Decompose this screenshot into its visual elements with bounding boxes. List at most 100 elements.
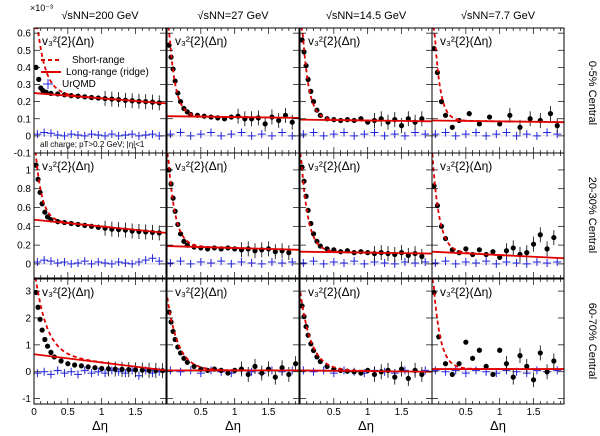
urqmd-marker-20-30-14-5-12 — [421, 258, 430, 267]
urqmd-marker-0-5-200-1 — [40, 128, 49, 137]
y-tick-label-0-5-200-1: 0 — [25, 131, 31, 142]
urqmd-marker-20-30-7-7-0 — [432, 258, 440, 267]
urqmd-marker-0-5-14-5-4 — [340, 128, 348, 137]
data-point-60-70-200-13 — [92, 365, 98, 371]
data-point-60-70-7-7-18 — [551, 358, 557, 364]
urqmd-marker-0-5-7-7-8 — [512, 131, 521, 140]
data-point-20-30-7-7-16 — [530, 241, 537, 247]
data-point-0-5-7-7-15 — [554, 123, 560, 129]
data-point-20-30-7-7-13 — [510, 245, 516, 251]
urqmd-marker-60-70-27-8 — [247, 367, 256, 376]
panel-60-70-7-7: 0.5 1 1.5 v₃²{2}(Δη) — [431, 278, 565, 418]
x-tick-label-60-70-27-1: 0.5 — [194, 407, 208, 418]
urqmd-marker-20-30-200-0 — [34, 258, 42, 267]
short-range-fit-60-70-7-7 — [432, 279, 514, 370]
urqmd-marker-0-5-14-5-3 — [329, 130, 338, 139]
data-point-0-5-7-7-10 — [507, 112, 513, 118]
panel-frame-20-30-7-7 — [431, 152, 565, 279]
urqmd-marker-0-5-200-8 — [87, 130, 96, 139]
panel-0-5-27: v₃²{2}(Δη) — [166, 27, 300, 154]
short-range-fit-0-5-14-5 — [300, 28, 382, 122]
short-range-fit-0-5-27 — [167, 28, 249, 119]
short-range-fit-20-30-200 — [34, 153, 116, 229]
urqmd-marker-60-70-7-7-10 — [532, 366, 541, 375]
y-tick-label-60-70-200-2: 1 — [25, 340, 31, 351]
urqmd-marker-0-5-27-2 — [186, 131, 195, 140]
panel-frame-60-70-200 — [33, 278, 167, 405]
y-tick-label-20-30-200-5: 1 — [25, 165, 31, 176]
legend-urqmd-label: UrQMD — [62, 79, 96, 90]
urqmd-marker-20-30-200-1 — [40, 256, 49, 265]
data-point-0-5-14-5-19 — [398, 123, 405, 129]
urqmd-marker-60-70-7-7-3 — [461, 369, 470, 378]
urqmd-marker-20-30-14-5-10 — [400, 258, 409, 267]
urqmd-marker-20-30-200-11 — [107, 259, 116, 268]
urqmd-marker-20-30-14-5-6 — [360, 259, 369, 268]
data-point-20-30-7-7-12 — [503, 248, 510, 254]
urqmd-marker-0-5-27-1 — [176, 128, 185, 137]
data-point-60-70-27-6 — [181, 355, 187, 361]
panel-label-20-30-27: v₃²{2}(Δη) — [175, 159, 227, 173]
urqmd-marker-20-30-200-7 — [80, 257, 89, 266]
urqmd-marker-0-5-200-4 — [60, 131, 69, 140]
data-point-60-70-200-15 — [105, 366, 112, 372]
urqmd-marker-20-30-200-14 — [128, 259, 137, 268]
column-header-7-7: √sNN=7.7 GeV — [461, 10, 536, 22]
data-point-20-30-27-20 — [272, 249, 278, 255]
urqmd-marker-20-30-27-9 — [257, 259, 266, 268]
data-point-60-70-27-22 — [286, 371, 292, 378]
urqmd-marker-20-30-27-4 — [207, 258, 215, 267]
panel-label-20-30-14-5: v₃²{2}(Δη) — [308, 159, 360, 173]
urqmd-marker-0-5-27-6 — [227, 130, 236, 139]
urqmd-marker-20-30-27-11 — [278, 258, 287, 267]
urqmd-marker-20-30-27-8 — [247, 258, 256, 267]
urqmd-marker-20-30-27-1 — [176, 257, 185, 266]
data-point-60-70-7-7-2 — [442, 361, 449, 367]
urqmd-marker-60-70-14-5-12 — [421, 366, 430, 375]
data-point-0-5-7-7-12 — [527, 116, 533, 122]
urqmd-marker-0-5-200-7 — [80, 131, 89, 140]
panel-label-20-30-7-7: v₃²{2}(Δη) — [440, 159, 492, 173]
panel-20-30-7-7: v₃²{2}(Δη) — [431, 152, 565, 279]
short-range-fit-60-70-14-5 — [300, 292, 382, 373]
column-header-200: √sNN=200 GeV — [61, 10, 139, 22]
row-label-20-30: 20-30% Central — [586, 177, 598, 253]
urqmd-marker-20-30-27-6 — [227, 259, 236, 268]
urqmd-marker-0-5-7-7-4 — [472, 128, 480, 137]
long-range-fit-0-5-14-5 — [300, 118, 432, 123]
urqmd-marker-0-5-14-5-2 — [319, 131, 328, 140]
urqmd-marker-60-70-200-6 — [74, 370, 82, 379]
data-point-20-30-7-7-18 — [544, 246, 550, 252]
data-point-60-70-14-5-20 — [405, 375, 411, 382]
panels: -0.1 0 0.1 0.2 0.3 0.4 0.5 0.6 v₃²{2}(Δη) v₃²{2}(… — [14, 27, 565, 418]
urqmd-marker-0-5-200-6 — [74, 131, 82, 140]
urqmd-marker-0-5-7-7-2 — [451, 131, 460, 140]
data-point-0-5-7-7-8 — [486, 114, 493, 120]
data-point-60-70-27-21 — [279, 365, 285, 371]
urqmd-marker-20-30-27-7 — [237, 258, 246, 267]
short-range-fit-20-30-14-5 — [300, 153, 382, 254]
urqmd-marker-60-70-200-8 — [87, 369, 96, 378]
x-axis-label-2: Δη — [225, 418, 241, 433]
data-point-60-70-27-16 — [245, 371, 251, 378]
urqmd-marker-20-30-200-16 — [141, 256, 150, 265]
urqmd-marker-0-5-27-7 — [237, 128, 246, 137]
urqmd-marker-60-70-200-3 — [53, 366, 62, 375]
urqmd-marker-0-5-14-5-1 — [309, 128, 318, 137]
data-point-20-30-200-4 — [42, 209, 48, 215]
long-range-fit-20-30-200 — [34, 218, 166, 234]
long-range-fit-60-70-14-5 — [300, 369, 432, 373]
urqmd-marker-20-30-7-7-3 — [461, 258, 470, 267]
y-tick-label-0-5-200-6: 0.5 — [17, 46, 31, 57]
legend-short-range-label: Short-range — [72, 55, 125, 66]
urqmd-marker-0-5-7-7-5 — [482, 131, 491, 140]
urqmd-marker-0-5-200-17 — [148, 130, 157, 139]
urqmd-marker-0-5-27-4 — [207, 128, 215, 137]
data-point-60-70-7-7-17 — [544, 369, 550, 375]
urqmd-marker-20-30-200-17 — [148, 254, 157, 263]
data-point-60-70-7-7-14 — [524, 363, 530, 369]
column-header-27: √sNN=27 GeV — [197, 10, 269, 22]
y-tick-label-0-5-200-4: 0.3 — [17, 80, 31, 91]
panel-frame-60-70-7-7 — [431, 278, 565, 405]
